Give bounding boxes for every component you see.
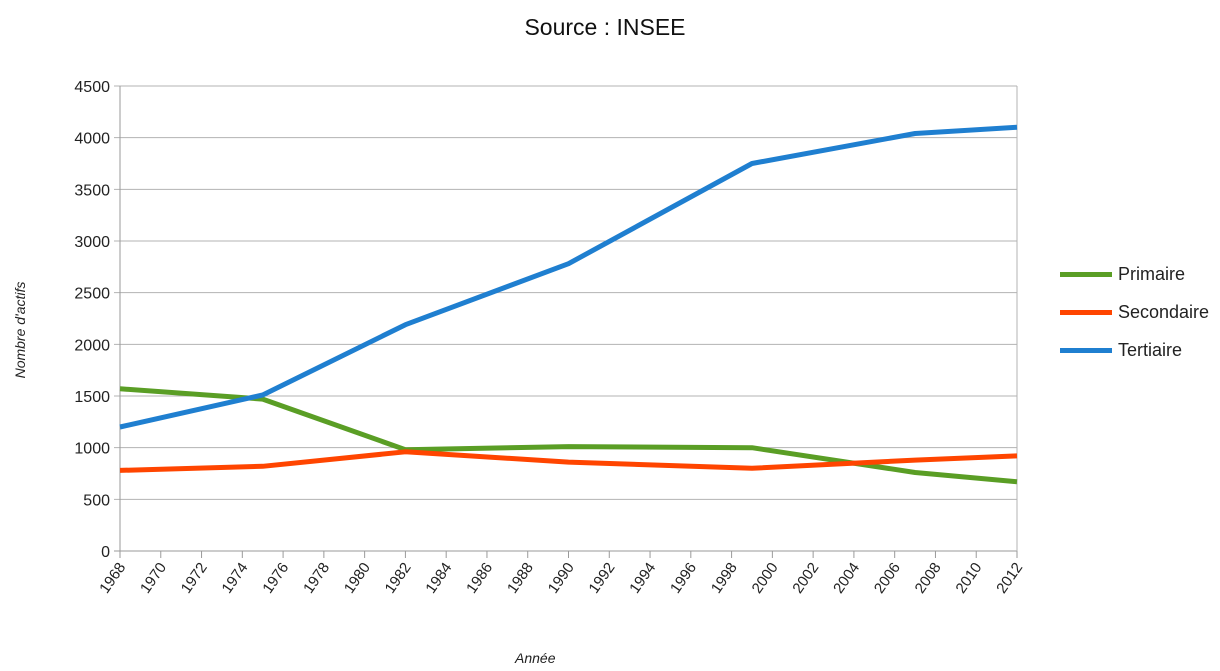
x-tick-label-1988: 1988 (504, 560, 537, 597)
x-tick-label-1996: 1996 (667, 560, 700, 597)
x-tick-label-2000: 2000 (749, 560, 782, 597)
series-lines (119, 124, 1018, 485)
grid-lines (114, 85, 1017, 552)
y-tick-label-3500: 3500 (74, 182, 110, 199)
legend-label-tertiaire: Tertiaire (1118, 339, 1183, 360)
x-tick-label-2012: 2012 (993, 560, 1026, 597)
x-tick-label-1982: 1982 (382, 560, 415, 597)
x-tick-label-1986: 1986 (463, 560, 496, 597)
legend-swatch-secondaire (1060, 309, 1112, 315)
y-tick-label-2500: 2500 (74, 286, 110, 303)
x-tick-label-2008: 2008 (912, 560, 945, 597)
y-tick-label-3000: 3000 (74, 234, 110, 251)
y-tick-label-1000: 1000 (74, 441, 110, 458)
x-tick-label-1970: 1970 (137, 560, 170, 597)
x-tick-label-2006: 2006 (871, 560, 904, 597)
x-axis-label: Année (515, 650, 556, 666)
chart-title: Source : INSEE (524, 14, 686, 40)
x-tick-label-1992: 1992 (585, 560, 618, 597)
legend: Primaire Secondaire Tertiaire (1060, 255, 1209, 369)
x-tick-label-1984: 1984 (422, 560, 455, 597)
series-line-primaire (119, 386, 1018, 485)
y-tick-label-2000: 2000 (74, 337, 110, 354)
series-line-secondaire (119, 449, 1018, 473)
axes (119, 86, 1018, 558)
legend-item-primaire: Primaire (1060, 255, 1209, 293)
y-tick-label-1500: 1500 (74, 389, 110, 406)
y-tick-label-4500: 4500 (74, 79, 110, 96)
legend-item-secondaire: Secondaire (1060, 293, 1209, 331)
x-tick-label-1980: 1980 (341, 560, 374, 597)
legend-swatch-primaire (1060, 271, 1112, 277)
legend-swatch-tertiaire (1060, 347, 1112, 353)
x-tick-label-2010: 2010 (952, 560, 985, 597)
x-tick-label-1998: 1998 (708, 560, 741, 597)
x-tick-label-1976: 1976 (259, 560, 292, 597)
x-tick-label-1972: 1972 (178, 560, 211, 597)
x-tick-label-1990: 1990 (545, 560, 578, 597)
y-tick-labels: 0 500 1000 1500 2000 2500 3000 3500 4000 4500 (74, 79, 110, 561)
x-tick-label-1974: 1974 (219, 560, 252, 597)
y-tick-label-500: 500 (83, 492, 110, 509)
legend-label-secondaire: Secondaire (1118, 301, 1210, 322)
x-tick-labels: 1968 1970 1972 1974 1976 1978 1980 1982 1984 1986… (96, 560, 1026, 597)
legend-label-primaire: Primaire (1118, 263, 1186, 284)
x-tick-label-1994: 1994 (626, 560, 659, 597)
legend-item-tertiaire: Tertiaire (1060, 331, 1209, 369)
series-line-tertiaire (119, 124, 1018, 430)
y-tick-label-4000: 4000 (74, 131, 110, 148)
x-tick-label-1968: 1968 (96, 560, 129, 597)
x-tick-label-2002: 2002 (789, 560, 822, 597)
x-tick-label-2004: 2004 (830, 560, 863, 597)
y-tick-label-0: 0 (101, 544, 110, 561)
x-tick-label-1978: 1978 (300, 560, 333, 597)
